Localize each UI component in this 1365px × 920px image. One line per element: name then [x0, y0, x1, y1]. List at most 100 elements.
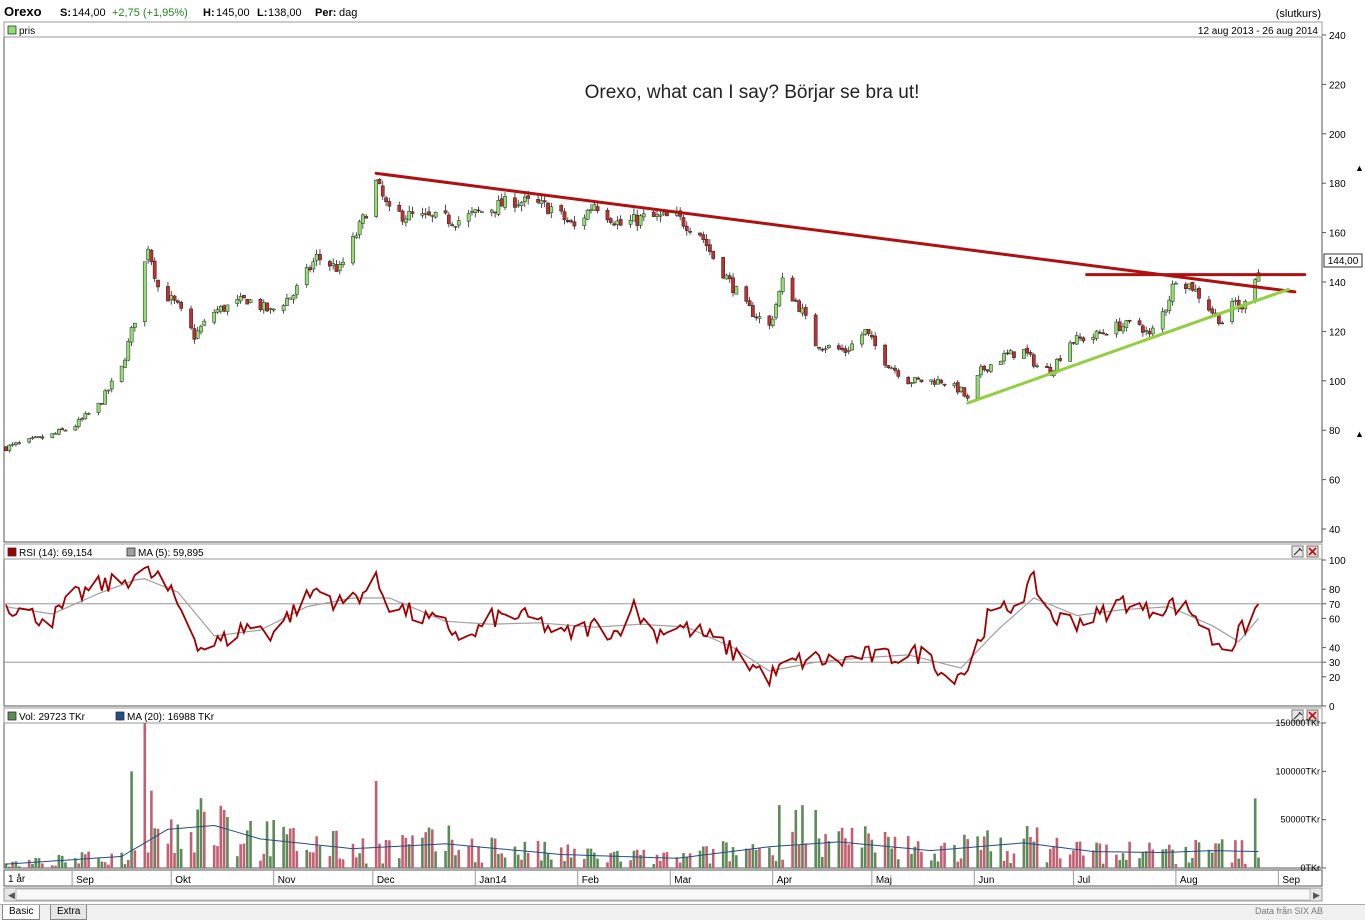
- rsi-settings-icon[interactable]: [1291, 545, 1304, 558]
- volume-bar: [473, 862, 477, 868]
- candle: [608, 216, 613, 225]
- volume-bar: [1253, 798, 1257, 868]
- volume-bar: [1101, 863, 1105, 868]
- volume-bar: [444, 850, 447, 868]
- volume-bar: [566, 844, 570, 868]
- price-tick-label: 100: [1329, 377, 1346, 388]
- volume-bar: [1167, 844, 1171, 868]
- volume-bar: [37, 858, 41, 868]
- candle: [916, 376, 920, 381]
- period-value[interactable]: dag: [339, 7, 357, 19]
- candle: [503, 192, 507, 211]
- candle: [1104, 333, 1109, 336]
- volume-bar: [1002, 860, 1006, 868]
- candle: [1101, 329, 1106, 335]
- candle: [1002, 350, 1006, 365]
- candle: [1068, 340, 1072, 362]
- volume-bar: [837, 831, 841, 868]
- volume-bar: [596, 858, 599, 868]
- candle: [744, 285, 749, 304]
- scroll-left-icon[interactable]: ◀: [8, 890, 15, 900]
- candle: [757, 312, 762, 324]
- month-label: Okt: [175, 875, 191, 886]
- scale-marker-icon: ▲: [1355, 163, 1364, 173]
- volume-bar: [1012, 853, 1016, 868]
- volume-bar: [573, 848, 576, 868]
- volume-bar: [906, 836, 910, 868]
- volume-bar: [1257, 857, 1260, 868]
- volume-bar: [308, 852, 312, 868]
- volume-bar: [259, 860, 262, 868]
- volume-settings-icon[interactable]: [1291, 709, 1304, 722]
- month-label: Dec: [377, 875, 395, 886]
- volume-bar: [659, 860, 662, 868]
- volume-bar: [586, 848, 589, 868]
- volume-ma-legend: MA (20): 16988 TKr: [127, 712, 215, 723]
- candle: [777, 290, 782, 307]
- volume-bar: [272, 820, 275, 868]
- candle: [1137, 317, 1142, 326]
- month-label: Sep: [76, 875, 94, 886]
- volume-bar: [262, 853, 266, 868]
- rsi-close-icon[interactable]: [1306, 545, 1319, 558]
- volume-bar: [490, 837, 494, 868]
- volume-bar: [642, 849, 646, 868]
- last-price-badge: [1323, 253, 1363, 268]
- volume-bar: [454, 855, 457, 868]
- tab-extra[interactable]: Extra: [50, 905, 88, 920]
- volume-bar: [639, 854, 642, 868]
- volume-bar: [1164, 848, 1168, 868]
- rsi-panel[interactable]: [3, 543, 1323, 707]
- candle: [684, 221, 689, 236]
- candle: [1124, 320, 1129, 332]
- candle: [1045, 362, 1049, 368]
- x-axis: [3, 869, 1323, 887]
- volume-bar: [153, 828, 157, 868]
- candle: [156, 279, 160, 292]
- candle: [836, 343, 841, 351]
- volume-bar: [493, 838, 497, 868]
- candle: [797, 298, 801, 313]
- candle: [780, 272, 785, 295]
- volume-bar: [1191, 858, 1194, 868]
- volume-bar: [427, 827, 431, 868]
- range-label[interactable]: 1 år: [8, 873, 26, 885]
- volume-bar: [457, 850, 461, 868]
- volume-bar: [569, 857, 573, 868]
- candle: [453, 225, 458, 231]
- scrollbar-thumb[interactable]: [15, 888, 1311, 901]
- candle: [704, 234, 709, 252]
- candle: [57, 428, 61, 436]
- volume-bar: [883, 831, 887, 868]
- candle: [731, 273, 735, 297]
- candle: [519, 200, 524, 212]
- candle: [404, 215, 408, 227]
- volume-bar: [850, 827, 854, 868]
- candle: [513, 192, 517, 213]
- volume-close-icon[interactable]: [1306, 709, 1319, 722]
- candle: [225, 304, 230, 316]
- volume-bar: [126, 860, 130, 868]
- candle: [242, 294, 246, 299]
- volume-bar: [606, 862, 609, 868]
- volume-bar: [239, 844, 242, 868]
- volume-bar: [817, 838, 821, 868]
- volume-bar: [421, 837, 424, 868]
- volume-bar: [222, 810, 226, 868]
- trendline-resistance: [374, 171, 1297, 294]
- candle: [311, 258, 316, 273]
- volume-bar: [678, 862, 682, 868]
- price-mode[interactable]: (slutkurs): [1276, 8, 1321, 20]
- candle: [998, 360, 1003, 365]
- tab-basic[interactable]: Basic: [2, 905, 41, 920]
- candle: [912, 376, 917, 385]
- volume-bar: [774, 861, 778, 868]
- volume-bar: [516, 854, 520, 868]
- volume-bar: [318, 845, 322, 868]
- volume-bar: [196, 809, 199, 868]
- candle: [1035, 363, 1039, 369]
- volume-bar: [503, 857, 507, 868]
- scroll-right-icon[interactable]: ▶: [1313, 890, 1320, 900]
- data-source: Data från SIX AB: [1254, 906, 1323, 916]
- volume-bar: [1144, 851, 1148, 868]
